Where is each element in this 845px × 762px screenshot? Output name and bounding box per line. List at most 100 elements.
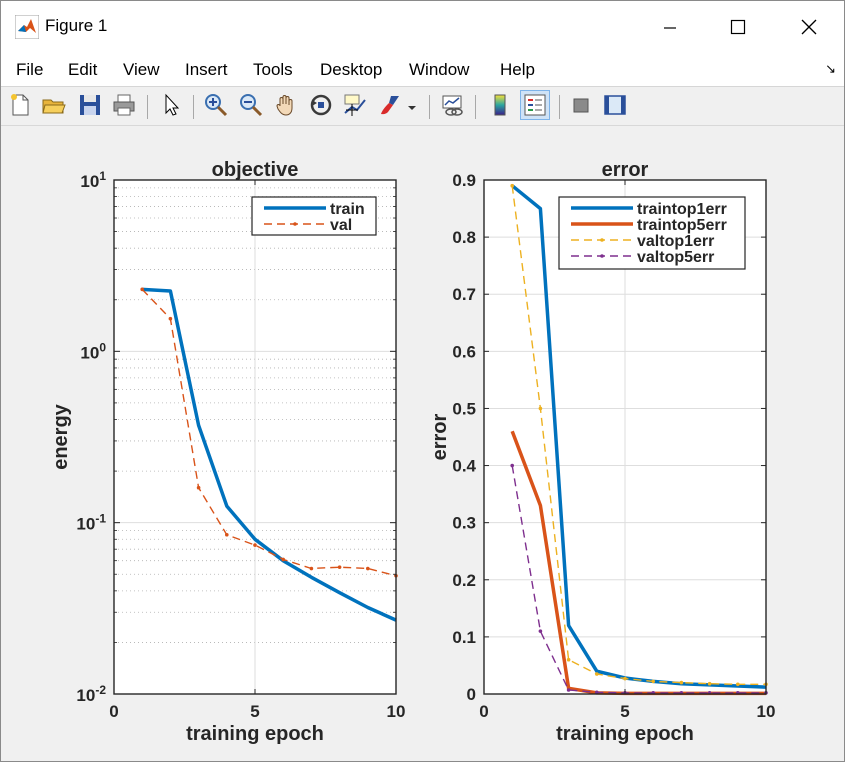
- data-point-valtop1err: [707, 681, 712, 686]
- chart-title: error: [602, 159, 649, 181]
- x-axis-label: training epoch: [186, 723, 324, 745]
- y-axis-label: energy: [50, 403, 72, 469]
- menu-bar: File Edit View Insert Tools Desktop Wind…: [1, 53, 844, 87]
- menu-window[interactable]: Window: [409, 60, 470, 79]
- save-icon[interactable]: [77, 92, 103, 118]
- chart-title: objective: [212, 159, 299, 181]
- legend-label-traintop5err: traintop5err: [637, 217, 727, 234]
- legend-label-train: train: [330, 201, 365, 218]
- legend-box: [251, 196, 377, 236]
- menu-tools[interactable]: Tools: [253, 60, 293, 79]
- legend-marker-valtop1err: [600, 238, 604, 242]
- y-tick-label: 0.1: [452, 628, 476, 647]
- minimize-icon: [664, 27, 676, 29]
- legend-icon[interactable]: [520, 90, 550, 120]
- minimize-button[interactable]: [647, 11, 693, 43]
- rotate-3d-icon[interactable]: [308, 92, 334, 118]
- toolbar-separator: [193, 95, 194, 119]
- legend-label-valtop5err: valtop5err: [637, 249, 714, 266]
- toolbar-separator: [429, 95, 430, 119]
- print-icon[interactable]: [111, 92, 137, 118]
- toolbar-separator: [475, 95, 476, 119]
- grid: [114, 180, 396, 694]
- menu-edit[interactable]: Edit: [68, 60, 98, 79]
- data-cursor-icon[interactable]: [342, 92, 368, 118]
- data-point-val: [140, 287, 144, 292]
- y-tick-label: 0.2: [452, 571, 476, 590]
- show-plot-tools-icon[interactable]: [602, 92, 628, 118]
- dock-figure-icon[interactable]: ↘: [825, 61, 836, 76]
- data-point-valtop1err: [510, 183, 514, 188]
- x-tick-label: 0: [479, 702, 488, 721]
- ticks: 0 5 10 0 0.1 0.2 0.3 0.4 0.5 0.6 0.7 0.8 0.9: [452, 171, 775, 721]
- figure-canvas: 0 5 10 10-2 10-1 100 101 objective training epoc…: [4, 126, 842, 759]
- y-axis-label: error: [429, 413, 451, 460]
- maximize-icon: [730, 19, 746, 35]
- open-file-icon[interactable]: [41, 92, 67, 118]
- y-tick-label: 0.3: [452, 514, 476, 533]
- x-tick-label: 0: [109, 702, 118, 721]
- data-point-val: [196, 485, 201, 490]
- maximize-button[interactable]: [715, 11, 761, 43]
- new-figure-icon[interactable]: [7, 92, 33, 118]
- zoom-out-icon[interactable]: [238, 92, 264, 118]
- legend: traintop1errtraintop5errvaltop1errvaltop…: [558, 196, 746, 270]
- figure-toolbar: [1, 87, 844, 126]
- link-plot-icon[interactable]: [440, 92, 466, 118]
- x-tick-label: 10: [757, 702, 776, 721]
- brush-icon[interactable]: [377, 92, 403, 118]
- series-line-train: [142, 287, 397, 622]
- hide-plot-tools-icon[interactable]: [568, 92, 594, 118]
- data-point-valtop1err: [538, 406, 543, 411]
- y-tick-label: 100: [80, 340, 106, 362]
- menu-view[interactable]: View: [123, 60, 160, 79]
- zoom-in-icon[interactable]: [203, 92, 229, 118]
- menu-help[interactable]: Help: [500, 60, 535, 79]
- y-tick-label: 0.7: [452, 285, 476, 304]
- data-point-valtop5err: [538, 629, 543, 633]
- y-tick-label: 10-2: [76, 683, 106, 705]
- pan-icon[interactable]: [273, 92, 299, 118]
- brush-dropdown-icon[interactable]: [406, 92, 418, 118]
- chart-error: 0 5 10 0 0.1 0.2 0.3 0.4 0.5 0.6 0.7 0.8 0.9 error tra…: [429, 159, 775, 745]
- data-point-valtop1err: [623, 676, 627, 681]
- toolbar-separator: [147, 95, 148, 119]
- data-point-valtop5err: [510, 463, 514, 468]
- legend-marker-valtop5err: [600, 254, 604, 258]
- y-tick-label: 101: [80, 169, 106, 191]
- y-tick-label: 0.5: [452, 399, 476, 418]
- data-point-val: [366, 566, 370, 571]
- ticks: 0 5 10 10-2 10-1 100 101: [76, 169, 405, 721]
- data-point-valtop1err: [736, 682, 740, 687]
- toolbar-separator: [559, 95, 560, 119]
- x-tick-label: 5: [620, 702, 629, 721]
- legend-label-traintop1err: traintop1err: [637, 201, 727, 218]
- data-point-valtop1err: [566, 657, 571, 662]
- legend-marker-val: [293, 222, 297, 226]
- title-bar[interactable]: Figure 1: [1, 1, 844, 53]
- menu-desktop[interactable]: Desktop: [320, 60, 383, 79]
- colorbar-icon[interactable]: [487, 92, 513, 118]
- x-tick-label: 10: [387, 702, 406, 721]
- data-point-valtop1err: [679, 680, 684, 685]
- data-point-valtop1err: [595, 672, 599, 676]
- menu-insert[interactable]: Insert: [185, 60, 228, 79]
- close-icon: [801, 19, 817, 35]
- legend-label-val: val: [330, 217, 352, 234]
- data-point-val: [225, 532, 229, 537]
- menu-file[interactable]: File: [16, 60, 44, 79]
- y-tick-label: 0.6: [452, 342, 476, 361]
- chart-objective: 0 5 10 10-2 10-1 100 101 objective training epoc…: [50, 159, 405, 745]
- series-line-valtop5err: [511, 465, 766, 694]
- data-point-val: [309, 566, 314, 571]
- data-point-valtop5err: [566, 688, 571, 692]
- close-button[interactable]: [786, 11, 832, 43]
- edit-plot-icon[interactable]: [158, 92, 184, 118]
- x-axis-label: training epoch: [556, 723, 694, 745]
- y-tick-label: 0: [467, 685, 476, 704]
- matlab-icon: [15, 15, 39, 39]
- data-point-val: [253, 543, 257, 547]
